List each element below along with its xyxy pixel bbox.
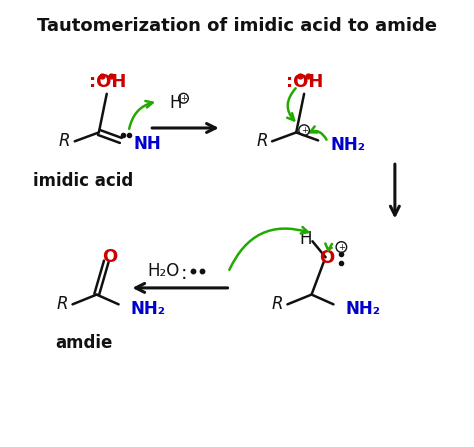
Text: H: H — [169, 94, 182, 112]
Text: imidic acid: imidic acid — [33, 172, 134, 190]
Text: R: R — [59, 132, 70, 150]
Text: H₂O: H₂O — [148, 262, 180, 280]
Text: O: O — [102, 248, 118, 266]
Text: :OH: :OH — [286, 73, 324, 91]
Text: R: R — [57, 295, 68, 313]
Text: NH₂: NH₂ — [131, 300, 166, 318]
Text: R: R — [256, 132, 268, 150]
Text: amdie: amdie — [55, 334, 112, 352]
Text: O: O — [319, 249, 335, 267]
Text: +: + — [180, 94, 187, 103]
Text: NH: NH — [134, 135, 162, 153]
Text: Tautomerization of imidic acid to amide: Tautomerization of imidic acid to amide — [37, 17, 437, 35]
Text: :: : — [181, 264, 187, 283]
Text: NH₂: NH₂ — [330, 136, 365, 154]
Text: +: + — [338, 243, 345, 252]
Text: H: H — [300, 231, 312, 249]
Text: NH₂: NH₂ — [346, 300, 381, 318]
Text: +: + — [301, 126, 308, 135]
Text: R: R — [272, 295, 283, 313]
Text: :OH: :OH — [89, 73, 126, 91]
